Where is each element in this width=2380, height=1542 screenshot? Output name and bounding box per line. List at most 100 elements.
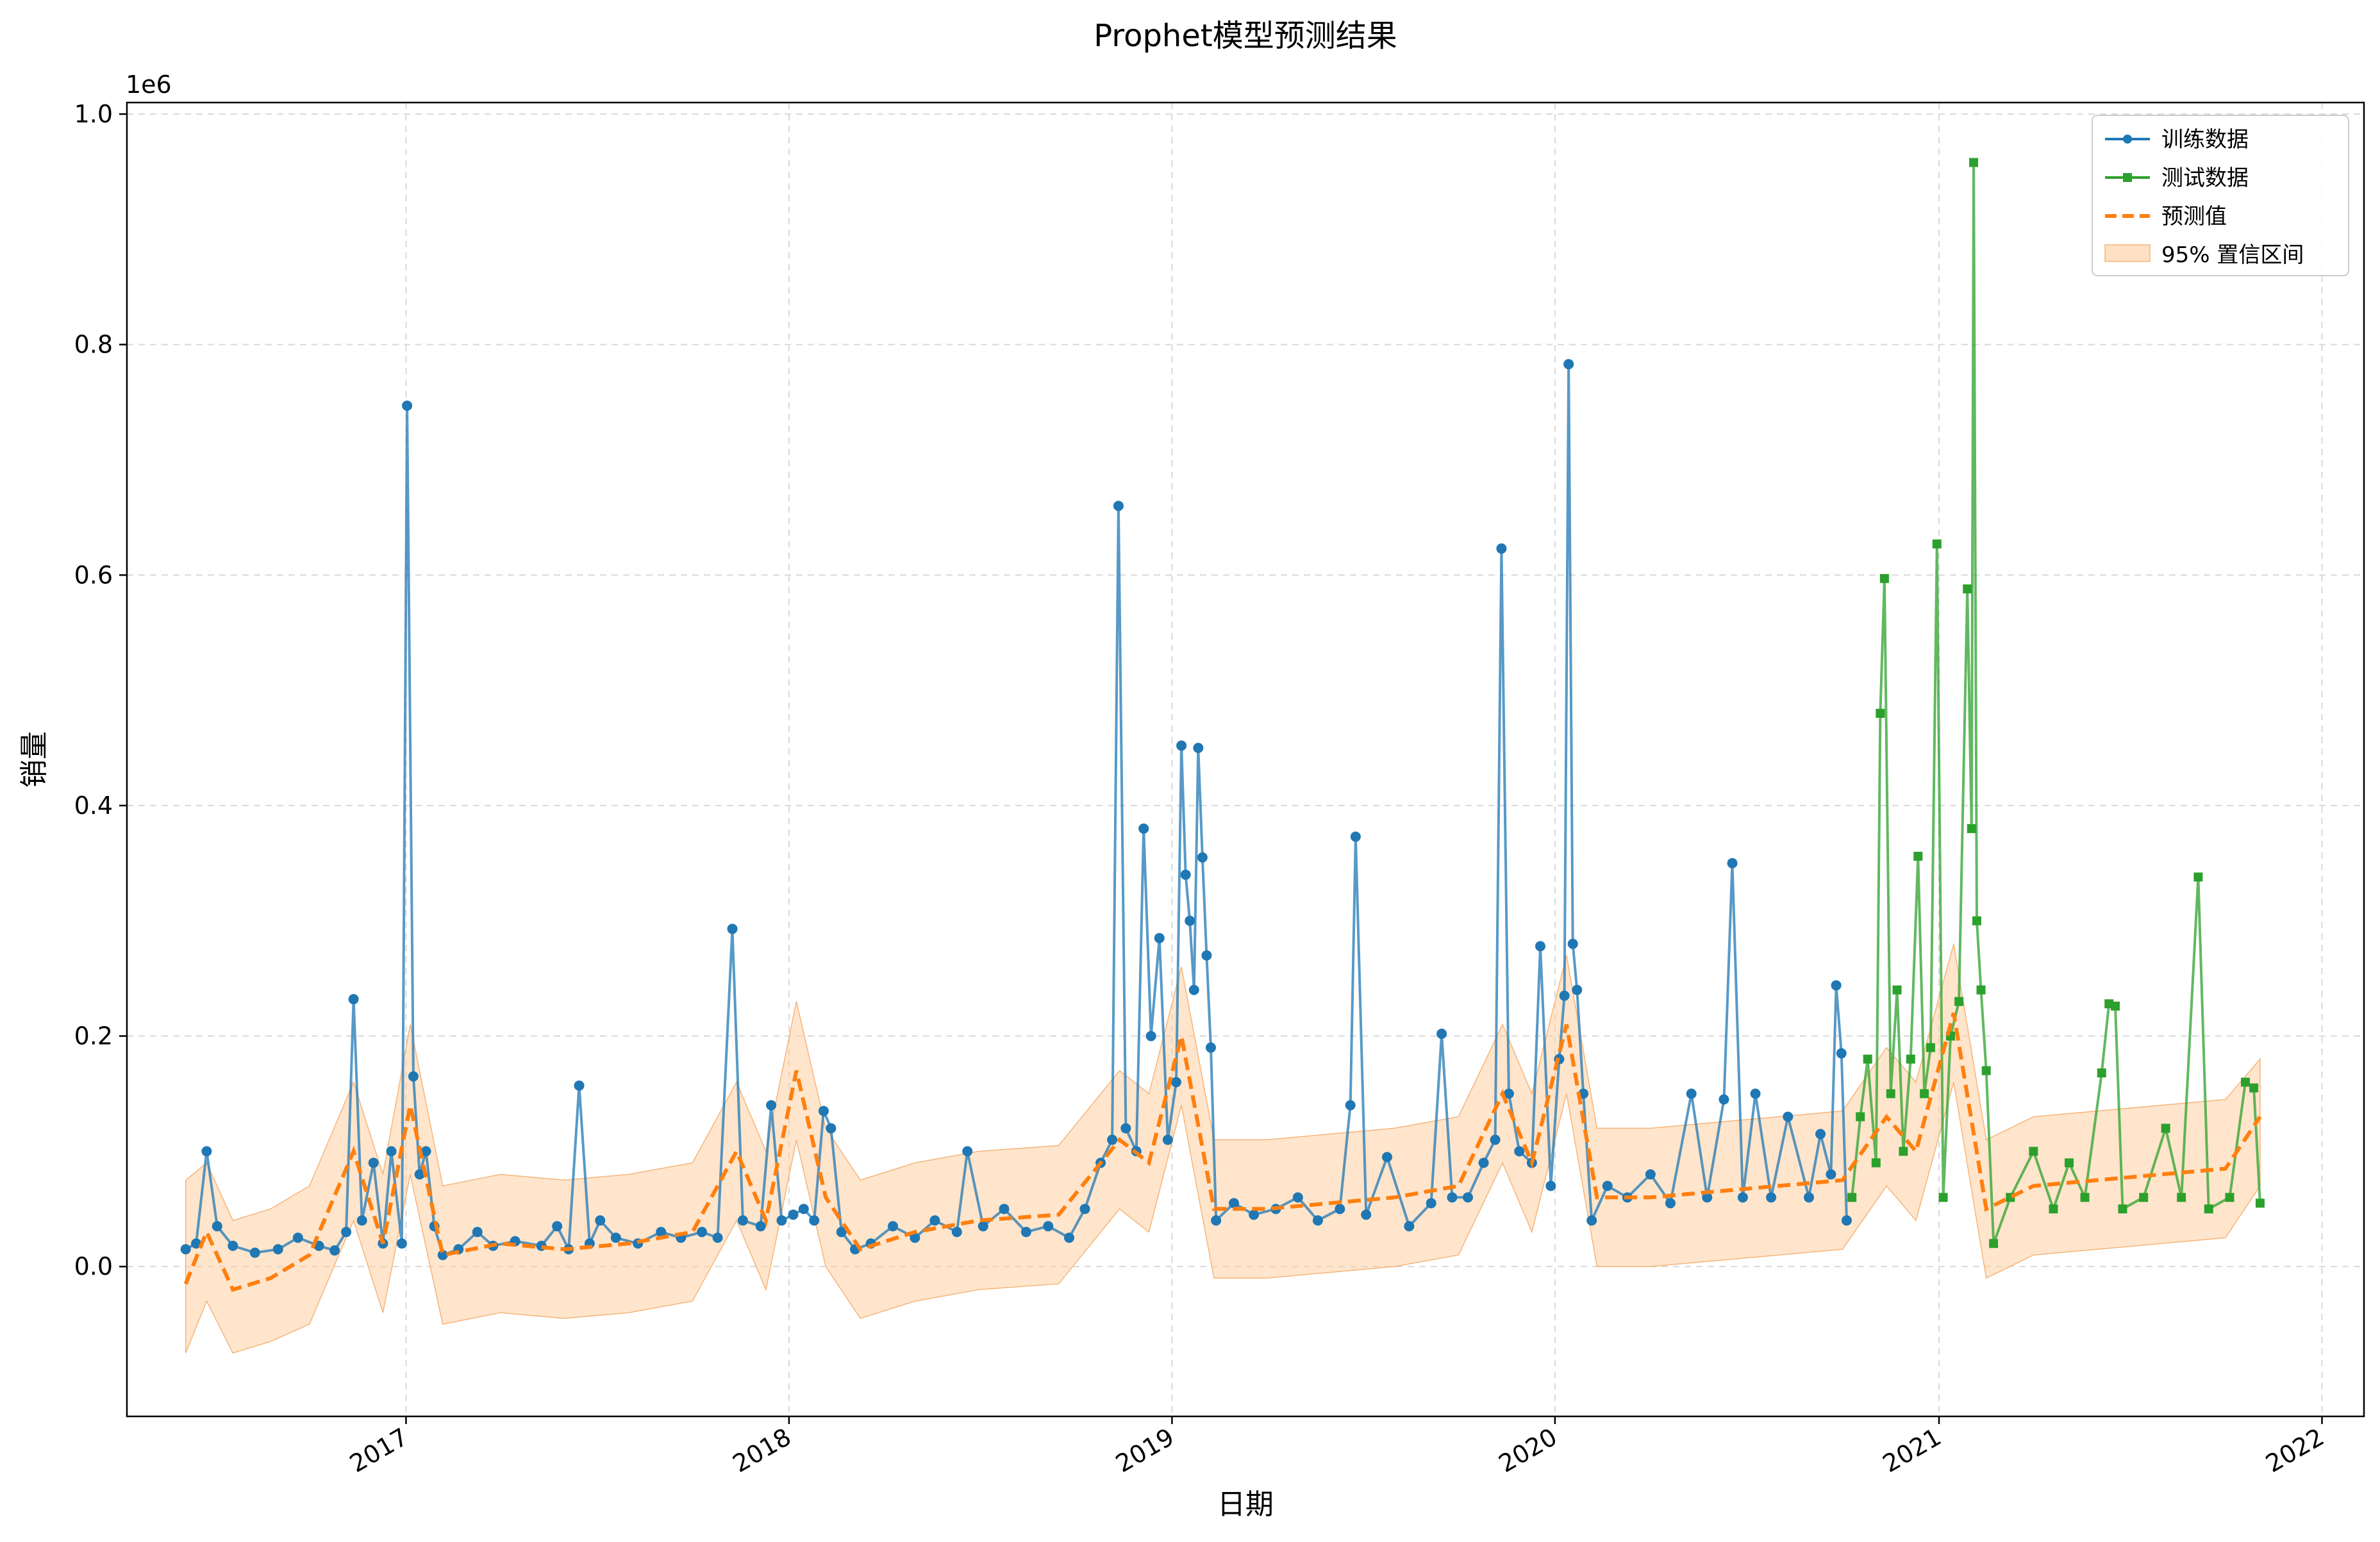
train-point bbox=[1783, 1111, 1793, 1122]
train-point bbox=[1478, 1157, 1489, 1168]
test-point bbox=[2139, 1193, 2149, 1202]
test-point bbox=[1879, 574, 1889, 583]
train-point bbox=[1404, 1221, 1415, 1232]
train-point bbox=[329, 1245, 340, 1256]
train-point bbox=[1170, 1077, 1181, 1088]
train-point bbox=[712, 1232, 723, 1243]
train-point bbox=[348, 994, 359, 1005]
test-point bbox=[2204, 1204, 2213, 1214]
test-point bbox=[2111, 1001, 2120, 1011]
train-point bbox=[929, 1215, 940, 1226]
train-point bbox=[1686, 1088, 1697, 1099]
train-point bbox=[1113, 501, 1124, 511]
train-point bbox=[1665, 1198, 1676, 1209]
train-point bbox=[1836, 1048, 1847, 1059]
test-point bbox=[2193, 872, 2203, 882]
train-point bbox=[1145, 1031, 1156, 1041]
test-point bbox=[1899, 1147, 1908, 1156]
train-point bbox=[798, 1204, 809, 1215]
train-point bbox=[610, 1232, 621, 1243]
train-point bbox=[1535, 941, 1545, 952]
test-point bbox=[1969, 158, 1979, 167]
train-point bbox=[1381, 1152, 1392, 1163]
test-point bbox=[1892, 985, 1902, 995]
legend-item-interval: 95% 置信区间 bbox=[2104, 242, 2304, 268]
train-point bbox=[1841, 1215, 1852, 1226]
train-point bbox=[249, 1247, 260, 1258]
train-point bbox=[1063, 1232, 1074, 1243]
test-point bbox=[2161, 1123, 2170, 1133]
train-point bbox=[1154, 933, 1165, 943]
y-offset-label: 1e6 bbox=[126, 70, 172, 99]
train-point bbox=[292, 1232, 303, 1243]
train-point bbox=[1292, 1192, 1303, 1203]
train-point bbox=[368, 1157, 379, 1168]
train-point bbox=[396, 1238, 407, 1249]
test-point bbox=[2255, 1198, 2265, 1208]
test-point bbox=[2065, 1158, 2074, 1168]
legend-train-label: 训练数据 bbox=[2161, 127, 2249, 153]
test-point bbox=[1863, 1054, 1872, 1064]
train-point bbox=[212, 1221, 222, 1232]
test-point bbox=[1967, 824, 1976, 833]
train-point bbox=[1831, 980, 1842, 991]
train-point bbox=[887, 1221, 898, 1232]
train-point bbox=[402, 400, 413, 411]
train-point bbox=[1361, 1209, 1372, 1220]
train-point bbox=[1503, 1088, 1514, 1099]
y-tick-label: 0.2 bbox=[74, 1022, 113, 1050]
train-point bbox=[1107, 1134, 1118, 1145]
y-tick-label: 0.6 bbox=[74, 561, 113, 589]
train-point bbox=[766, 1100, 777, 1111]
train-point bbox=[414, 1169, 425, 1180]
test-point bbox=[2029, 1147, 2038, 1156]
train-point bbox=[951, 1227, 962, 1238]
train-point bbox=[191, 1238, 202, 1249]
chart-title: Prophet模型预测结果 bbox=[1094, 18, 1397, 54]
test-point bbox=[1981, 1066, 1991, 1075]
test-point bbox=[1976, 985, 1986, 995]
train-point bbox=[788, 1209, 799, 1220]
legend-item-train: 训练数据 bbox=[2105, 127, 2249, 153]
train-point bbox=[420, 1146, 431, 1157]
train-point bbox=[201, 1146, 212, 1157]
train-point bbox=[962, 1146, 973, 1157]
test-point bbox=[2049, 1204, 2058, 1214]
train-point bbox=[1447, 1192, 1458, 1203]
legend-interval-swatch bbox=[2104, 244, 2151, 262]
forecast-series-layer bbox=[183, 1012, 2262, 1292]
y-tick-label: 0.4 bbox=[74, 792, 113, 820]
train-point bbox=[595, 1215, 606, 1226]
legend-test-label: 测试数据 bbox=[2161, 165, 2249, 191]
legend-train-marker bbox=[2123, 135, 2132, 144]
train-point bbox=[818, 1106, 829, 1116]
train-point bbox=[697, 1227, 708, 1238]
train-point bbox=[341, 1227, 352, 1238]
train-point bbox=[755, 1221, 766, 1232]
y-axis-label: 销量 bbox=[18, 731, 51, 788]
test-point bbox=[1847, 1193, 1857, 1202]
train-point bbox=[1766, 1192, 1777, 1203]
test-point bbox=[1926, 1043, 1935, 1052]
test-point bbox=[1932, 539, 1942, 549]
train-point bbox=[978, 1221, 988, 1232]
train-point bbox=[1138, 823, 1149, 834]
test-point bbox=[1871, 1158, 1881, 1168]
train-point bbox=[1201, 950, 1212, 961]
train-point bbox=[1180, 869, 1191, 880]
train-point bbox=[727, 924, 738, 934]
test-point bbox=[1876, 709, 1885, 718]
train-point bbox=[1463, 1192, 1474, 1203]
train-point bbox=[1545, 1181, 1556, 1191]
train-point bbox=[999, 1204, 1010, 1215]
train-point bbox=[1826, 1169, 1836, 1180]
train-point bbox=[1193, 743, 1204, 754]
train-point bbox=[1188, 984, 1199, 995]
train-point bbox=[1043, 1221, 1054, 1232]
train-point bbox=[1426, 1198, 1436, 1209]
train-point bbox=[356, 1215, 367, 1226]
y-tick-label: 1.0 bbox=[74, 100, 113, 128]
train-point bbox=[437, 1250, 448, 1261]
train-point bbox=[574, 1080, 585, 1091]
train-point bbox=[1312, 1215, 1323, 1226]
